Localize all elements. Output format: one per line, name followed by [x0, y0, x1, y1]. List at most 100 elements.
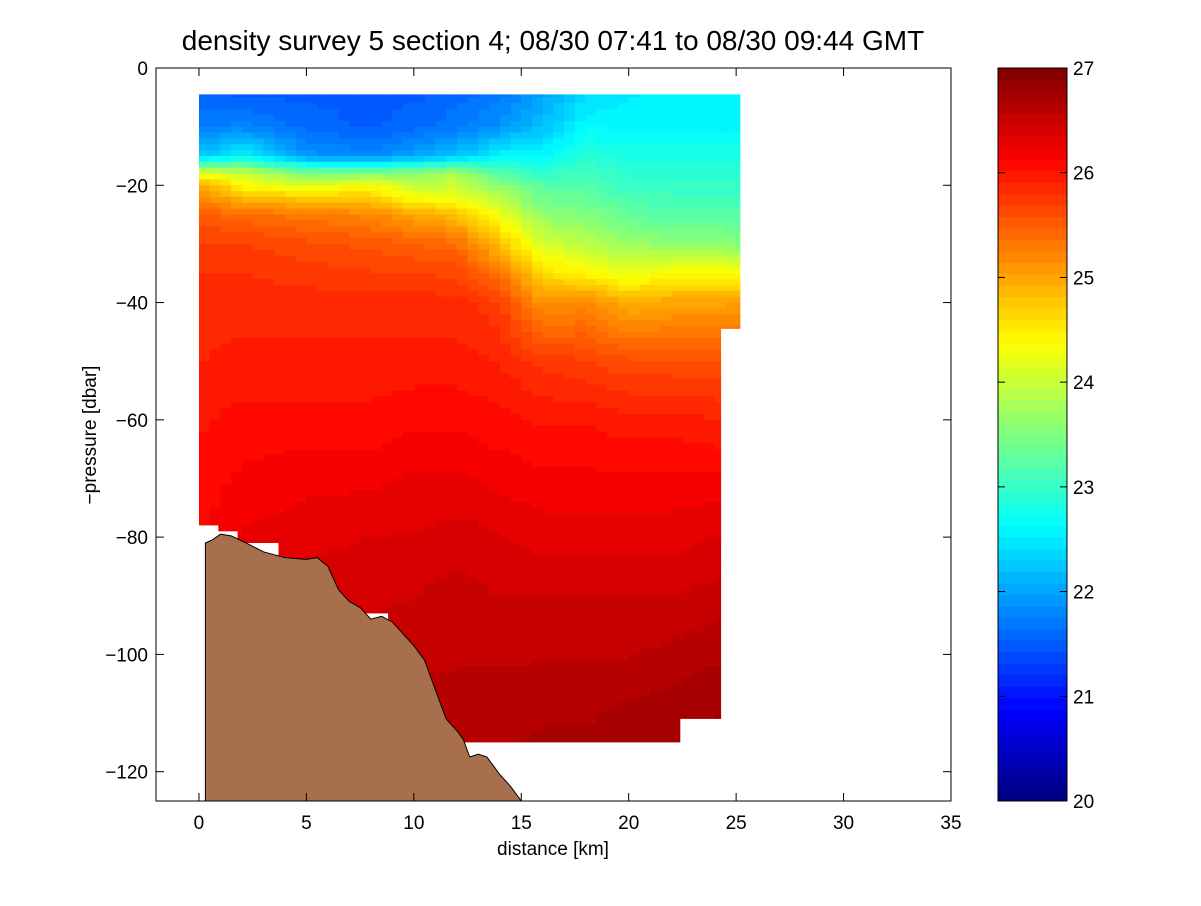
density-cell	[585, 636, 598, 644]
density-cell	[628, 384, 641, 392]
density-cell	[650, 273, 662, 280]
density-cell	[220, 343, 232, 351]
density-cell	[521, 284, 533, 292]
density-cell	[199, 296, 211, 304]
density-cell	[639, 578, 651, 585]
density-cell	[327, 443, 340, 450]
density-cell	[596, 595, 608, 603]
density-cell	[446, 419, 458, 427]
density-cell	[220, 114, 232, 122]
density-cell	[349, 443, 361, 450]
density-cell	[478, 372, 490, 380]
density-cell	[263, 408, 275, 415]
density-cell	[650, 302, 662, 310]
density-cell	[510, 284, 522, 292]
density-cell	[306, 279, 318, 286]
density-cell	[338, 349, 350, 356]
density-cell	[295, 361, 307, 368]
density-cell	[564, 671, 576, 679]
density-cell	[596, 537, 608, 544]
density-cell	[327, 484, 340, 491]
density-cell	[370, 238, 383, 245]
density-cell	[499, 361, 512, 368]
density-cell	[317, 531, 329, 538]
density-cell	[263, 378, 275, 386]
density-cell	[542, 378, 555, 386]
density-cell	[231, 114, 243, 122]
density-cell	[585, 519, 598, 526]
density-cell	[370, 355, 383, 362]
density-cell	[585, 484, 598, 491]
density-cell	[617, 601, 630, 609]
density-cell	[403, 367, 415, 374]
density-cell	[489, 296, 501, 304]
density-cell	[607, 361, 619, 368]
density-cell	[607, 232, 619, 239]
density-cell	[467, 396, 479, 403]
density-cell	[456, 666, 469, 673]
density-cell	[241, 384, 254, 392]
density-cell	[274, 120, 286, 128]
density-cell	[295, 326, 307, 333]
density-cell	[209, 496, 222, 503]
density-cell	[360, 155, 372, 163]
density-cell	[446, 320, 458, 327]
density-cell	[553, 525, 565, 532]
density-cell	[521, 138, 533, 145]
density-cell	[489, 713, 501, 720]
density-cell	[542, 613, 555, 620]
density-cell	[381, 513, 393, 521]
density-cell	[241, 185, 254, 192]
density-cell	[413, 513, 426, 521]
density-cell	[671, 343, 684, 351]
density-cell	[360, 255, 372, 263]
density-cell	[532, 138, 544, 145]
density-cell	[521, 408, 533, 415]
density-cell	[284, 144, 297, 151]
density-cell	[360, 519, 372, 526]
density-cell	[521, 97, 533, 104]
density-cell	[263, 402, 275, 409]
density-cell	[553, 255, 565, 263]
density-cell	[639, 349, 651, 356]
density-cell	[403, 361, 415, 368]
density-cell	[467, 261, 479, 268]
density-cell	[199, 320, 211, 327]
density-cell	[596, 191, 608, 198]
density-cell	[360, 437, 372, 444]
density-cell	[306, 185, 318, 192]
density-cell	[446, 713, 458, 720]
density-cell	[478, 167, 490, 175]
density-cell	[403, 525, 415, 532]
density-cell	[499, 343, 512, 351]
density-cell	[574, 642, 587, 650]
density-cell	[424, 255, 436, 263]
density-cell	[628, 707, 641, 714]
density-cell	[403, 320, 415, 327]
density-cell	[521, 472, 533, 480]
density-cell	[209, 97, 222, 104]
density-cell	[252, 167, 265, 175]
density-cell	[381, 349, 393, 356]
density-cell	[456, 730, 469, 738]
density-cell	[370, 349, 383, 356]
density-cell	[542, 660, 555, 667]
density-cell	[403, 478, 415, 485]
density-cell	[199, 496, 211, 503]
density-cell	[596, 654, 608, 661]
density-cell	[435, 402, 447, 409]
density-cell	[467, 255, 479, 263]
density-cell	[660, 531, 673, 538]
density-cell	[392, 460, 404, 468]
density-cell	[521, 331, 533, 339]
density-cell	[617, 249, 630, 257]
density-cell	[306, 548, 318, 556]
density-cell	[446, 238, 458, 245]
density-cell	[446, 449, 458, 456]
density-cell	[306, 226, 318, 233]
density-cell	[327, 302, 340, 310]
density-cell	[489, 707, 501, 714]
density-cell	[252, 296, 265, 304]
density-cell	[596, 243, 608, 251]
density-cell	[446, 197, 458, 204]
